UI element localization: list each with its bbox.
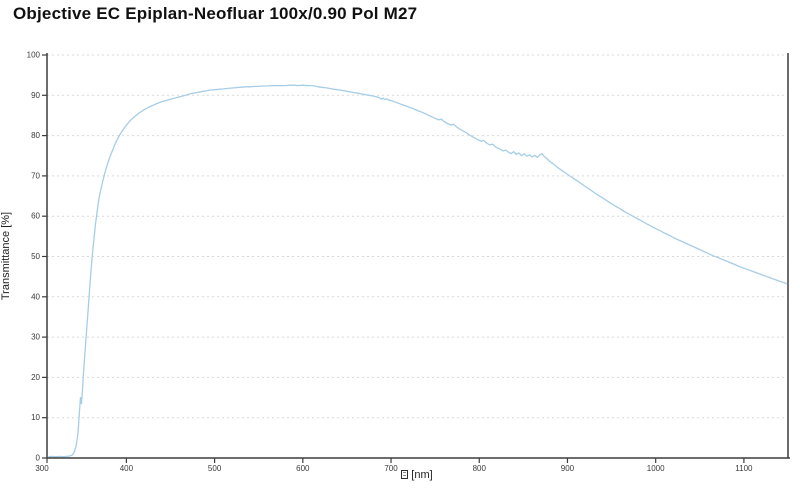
y-tick-label: 40 xyxy=(31,292,40,301)
y-axis-title: Transmittance [%] xyxy=(0,211,12,301)
x-axis-unit-label: [nm] xyxy=(411,469,433,481)
x-tick-label: 400 xyxy=(120,464,134,473)
y-tick-label: 70 xyxy=(31,171,40,180)
y-tick-label: 80 xyxy=(31,131,40,140)
x-tick-label: 500 xyxy=(208,464,222,473)
y-tick-label: 60 xyxy=(31,212,40,221)
y-tick-label: 0 xyxy=(36,454,41,463)
missing-glyph-box xyxy=(401,470,409,479)
x-tick-label: 700 xyxy=(384,464,398,473)
x-axis-title: [nm] xyxy=(317,469,517,481)
transmittance-curve xyxy=(48,84,787,458)
x-tick-label: 800 xyxy=(473,464,487,473)
x-tick-label: 1100 xyxy=(735,464,753,473)
y-tick-label: 50 xyxy=(31,252,40,261)
y-tick-label: 90 xyxy=(31,91,40,100)
chart-title: Objective EC Epiplan-Neofluar 100x/0.90 … xyxy=(13,4,418,23)
y-tick-label: 20 xyxy=(31,373,40,382)
x-tick-label: 900 xyxy=(561,464,575,473)
y-tick-label: 30 xyxy=(31,333,40,342)
x-tick-label: 1000 xyxy=(647,464,665,473)
y-tick-label: 10 xyxy=(31,413,40,422)
x-tick-label: 600 xyxy=(296,464,310,473)
x-tick-label: 300 xyxy=(35,464,49,473)
y-tick-label: 100 xyxy=(27,51,41,60)
